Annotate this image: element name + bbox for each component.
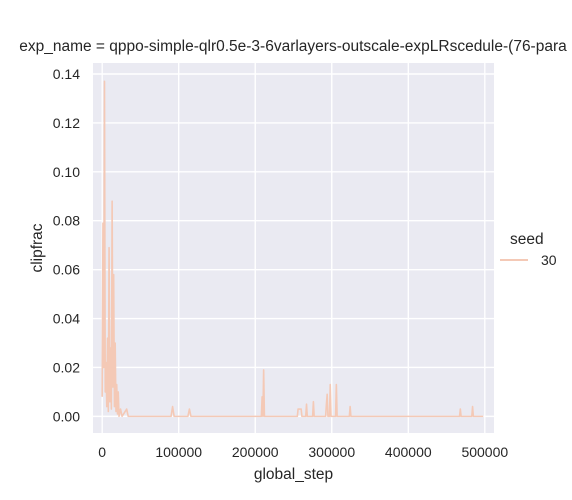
series-lines (101, 80, 484, 418)
y-tick-label: 0.10 (53, 164, 80, 180)
plot-area (93, 63, 494, 433)
y-tick-label: 0.00 (53, 408, 80, 424)
x-tick-labels: 0 100000 200000 300000 400000 500000 (98, 444, 508, 460)
x-tick-label: 500000 (461, 444, 508, 460)
legend-label-30: 30 (541, 252, 557, 268)
y-tick-labels: 0.00 0.02 0.04 0.06 0.08 0.10 0.12 0.14 (53, 66, 80, 424)
y-tick-label: 0.06 (53, 262, 80, 278)
y-tick-label: 0.12 (53, 115, 80, 131)
legend: seed 30 (500, 231, 557, 268)
grid (93, 63, 494, 433)
y-axis-label: clipfrac (29, 223, 46, 272)
y-tick-label: 0.14 (53, 66, 80, 82)
x-tick-label: 100000 (155, 444, 202, 460)
series-line-30 (101, 80, 484, 418)
y-tick-label: 0.08 (53, 213, 80, 229)
y-tick-label: 0.04 (53, 311, 80, 327)
chart-title: exp_name = qppo-simple-qlr0.5e-3-6varlay… (19, 38, 567, 55)
y-tick-label: 0.02 (53, 359, 80, 375)
legend-title: seed (510, 231, 544, 248)
x-tick-label: 0 (98, 444, 106, 460)
x-tick-label: 400000 (385, 444, 432, 460)
x-axis-label: global_step (254, 466, 333, 483)
x-tick-label: 200000 (232, 444, 279, 460)
x-tick-label: 300000 (308, 444, 355, 460)
